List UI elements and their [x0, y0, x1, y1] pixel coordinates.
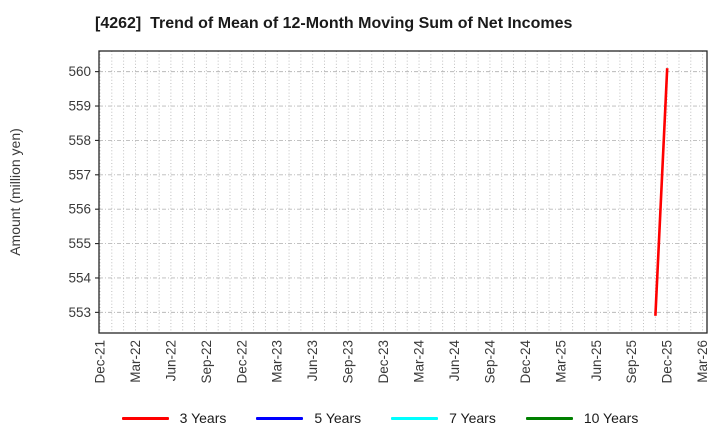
legend-item-10-years: 10 Years: [525, 410, 639, 426]
x-tick-label: Dec-24: [518, 340, 533, 384]
y-tick-label: 555: [68, 236, 91, 251]
legend-label: 5 Years: [314, 410, 362, 426]
x-tick-label: Mar-22: [128, 340, 143, 383]
x-tick-label: Mar-24: [412, 340, 427, 383]
x-tick-label: Jun-25: [589, 340, 604, 381]
legend-swatch: [121, 416, 169, 420]
plot-border: [98, 50, 708, 334]
series-line-3-years: [654, 68, 669, 316]
x-tick-label: Mar-26: [695, 340, 710, 383]
x-tick-label: Dec-25: [660, 340, 675, 384]
x-tick-label: Dec-21: [93, 340, 108, 384]
y-tick-label: 560: [68, 64, 91, 79]
legend: 3 Years 5 Years 7 Years 10 Years: [80, 406, 680, 430]
y-tick-label: 553: [68, 305, 91, 320]
x-tick-label: Jun-24: [447, 340, 462, 382]
x-tick-label: Dec-22: [234, 340, 249, 384]
legend-label: 10 Years: [583, 410, 639, 426]
y-tick-label: 556: [68, 202, 91, 217]
y-tick-label: 557: [68, 167, 91, 182]
x-tick-label: Jun-22: [163, 340, 178, 381]
x-tick-label: Sep-24: [482, 340, 497, 384]
legend-swatch: [256, 416, 304, 420]
x-tick-label: Dec-23: [376, 340, 391, 384]
legend-label: 7 Years: [449, 410, 496, 426]
y-tick-label: 558: [68, 133, 91, 148]
y-tick-label: 554: [68, 270, 91, 285]
y-tick-label: 559: [68, 99, 91, 114]
x-tick-label: Mar-23: [270, 340, 285, 383]
legend-swatch: [525, 416, 573, 420]
legend-label: 3 Years: [179, 410, 227, 426]
legend-swatch: [391, 416, 439, 420]
x-tick-label: Sep-22: [199, 340, 214, 384]
legend-item-7-years: 7 Years: [391, 410, 496, 426]
x-tick-label: Mar-25: [553, 340, 568, 383]
legend-item-3-years: 3 Years: [121, 410, 227, 426]
legend-item-5-years: 5 Years: [256, 410, 361, 426]
x-tick-label: Sep-25: [624, 340, 639, 384]
chart-title: [4262] Trend of Mean of 12-Month Moving …: [95, 15, 573, 32]
x-tick-label: Sep-23: [341, 340, 356, 384]
x-tick-label: Jun-23: [305, 340, 320, 381]
